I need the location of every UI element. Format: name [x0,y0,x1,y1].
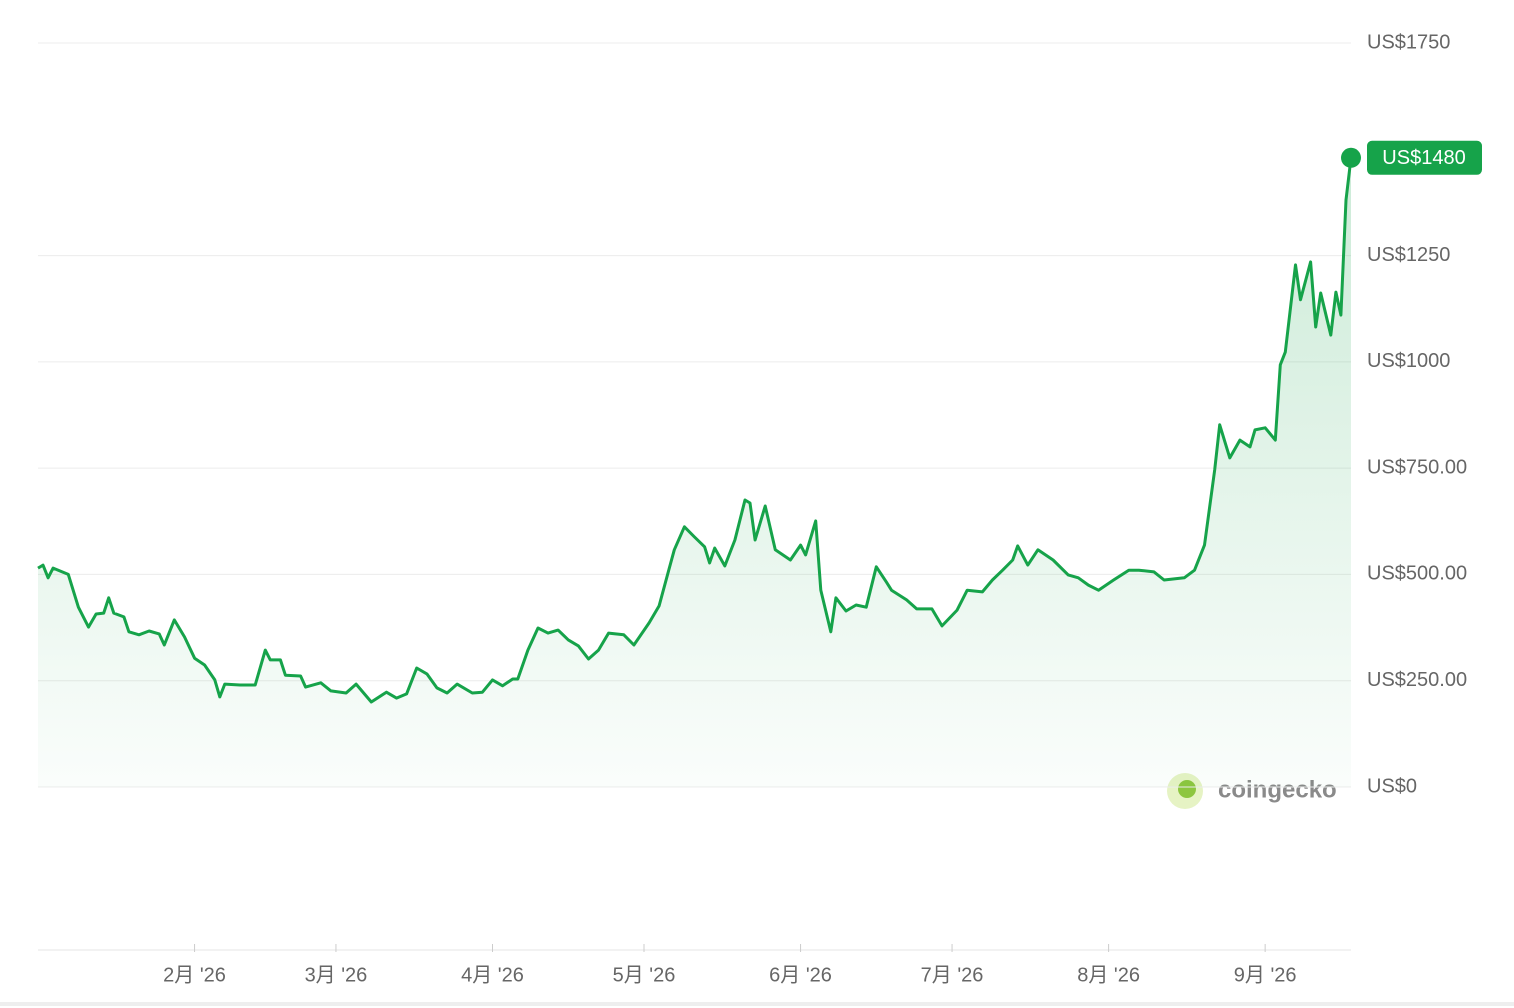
x-tick-label: 5月 '26 [613,964,676,986]
price-badge [1367,140,1482,175]
y-tick-label: US$1750 [1367,31,1450,53]
x-tick-label: 7月 '26 [921,964,984,986]
price-label: US$1480 [1382,147,1465,169]
y-tick-label: US$1000 [1367,350,1450,372]
y-tick-label: US$0 [1367,775,1417,797]
x-tick-label: 3月 '26 [305,964,368,986]
last-point [1341,147,1361,168]
x-tick-label: 9月 '26 [1234,964,1297,986]
y-tick-label: US$250.00 [1367,669,1467,691]
y-tick-label: US$1250 [1367,244,1450,266]
y-tick-label: US$500.00 [1367,563,1467,585]
x-tick-label: 8月 '26 [1077,964,1140,986]
area [38,157,1351,788]
x-tick-label: 2月 '26 [163,964,226,986]
x-tick-label: 6月 '26 [769,964,832,986]
line [37,157,1353,704]
x-tick-label: 4月 '26 [461,964,524,986]
y-tick-label: US$750.00 [1367,456,1467,478]
